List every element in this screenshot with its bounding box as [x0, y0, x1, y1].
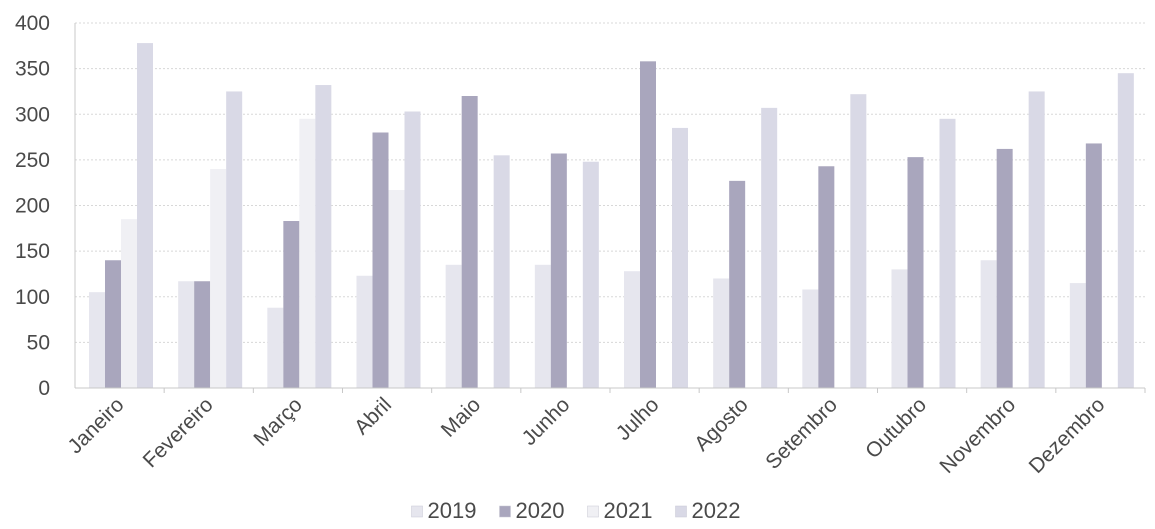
legend-label-2022: 2022	[692, 498, 741, 523]
bar-2022-fevereiro	[226, 91, 243, 388]
legend-swatch-2021	[587, 505, 599, 518]
bar-2019-abril	[356, 275, 373, 388]
bar-2020-setembro	[818, 166, 835, 388]
bar-2020-dezembro	[1085, 143, 1102, 388]
x-category-label: Dezembro	[1025, 393, 1110, 478]
legend-label-2021: 2021	[604, 498, 653, 523]
bar-2019-outubro	[891, 269, 908, 388]
bar-2020-abril	[372, 132, 389, 388]
legend-swatch-2019	[411, 505, 423, 518]
bars	[89, 43, 1134, 389]
bar-2022-dezembro	[1117, 73, 1134, 388]
x-category-label: Novembro	[935, 393, 1020, 478]
bar-2022-agosto	[761, 107, 778, 389]
bar-2021-março	[299, 118, 316, 388]
x-axis	[74, 23, 1146, 393]
bar-2020-junho	[550, 153, 567, 388]
legend-swatch-2022	[675, 505, 687, 518]
y-tick-label: 50	[27, 331, 50, 354]
bar-2019-maio	[445, 264, 462, 388]
bar-2020-janeiro	[105, 260, 121, 388]
x-category-label: Fevereiro	[139, 393, 218, 472]
bar-2019-junho	[534, 264, 551, 388]
bar-2019-fevereiro	[178, 281, 195, 388]
bar-2022-março	[315, 85, 332, 389]
bar-2020-março	[283, 221, 300, 388]
bar-2022-setembro	[850, 94, 867, 389]
x-category-label: Maio	[437, 393, 485, 441]
bar-2021-abril	[388, 189, 405, 388]
y-tick-label: 150	[15, 240, 50, 263]
y-tick-label: 100	[15, 286, 50, 309]
x-category-label: Setembro	[761, 393, 842, 474]
x-category-label: Março	[249, 393, 307, 451]
bar-2022-outubro	[939, 118, 956, 388]
y-tick-label: 250	[15, 149, 50, 172]
legend-label-2020: 2020	[516, 498, 565, 523]
bar-2020-maio	[461, 96, 478, 388]
bar-2021-fevereiro	[210, 169, 227, 388]
bar-2022-abril	[404, 111, 421, 388]
x-category-label: Abril	[350, 393, 396, 439]
bar-2022-julho	[672, 127, 688, 388]
legend-label-2019: 2019	[428, 498, 477, 523]
x-category-label: Agosto	[690, 393, 753, 456]
bar-2022-junho	[582, 161, 599, 388]
bar-2019-novembro	[980, 260, 997, 388]
y-tick-label: 200	[15, 195, 50, 218]
bar-2019-dezembro	[1069, 283, 1086, 388]
legend-swatch-2020	[499, 505, 511, 518]
bar-2020-agosto	[729, 180, 746, 388]
bar-2019-setembro	[802, 289, 819, 388]
y-axis-ticks: 0 50 100 150 200 250 300 350 400	[15, 12, 50, 400]
bar-2020-outubro	[907, 157, 924, 388]
x-category-label: Outubro	[861, 393, 931, 463]
y-tick-label: 400	[15, 12, 50, 35]
bar-2019-janeiro	[89, 292, 105, 388]
y-tick-label: 300	[15, 103, 50, 126]
x-category-label: Junho	[518, 393, 575, 450]
bar-2020-julho	[640, 61, 656, 388]
x-axis-categories: Janeiro Fevereiro Março Abril Maio Junho Julho…	[64, 393, 1110, 478]
x-category-label: Julho	[612, 393, 664, 445]
legend: 2019 2020 2021 2022	[411, 498, 741, 523]
bar-2019-março	[267, 307, 284, 388]
bar-2019-agosto	[713, 278, 730, 388]
bar-2020-novembro	[996, 148, 1013, 388]
bar-2022-novembro	[1028, 91, 1045, 388]
bar-2022-maio	[493, 155, 510, 388]
bar-2022-janeiro	[137, 43, 153, 388]
bar-2019-julho	[624, 271, 640, 388]
bar-2021-janeiro	[121, 219, 137, 388]
bar-2020-fevereiro	[194, 281, 211, 388]
x-category-label: Janeiro	[64, 393, 129, 458]
y-tick-label: 350	[15, 58, 50, 81]
y-tick-label: 0	[38, 377, 50, 400]
